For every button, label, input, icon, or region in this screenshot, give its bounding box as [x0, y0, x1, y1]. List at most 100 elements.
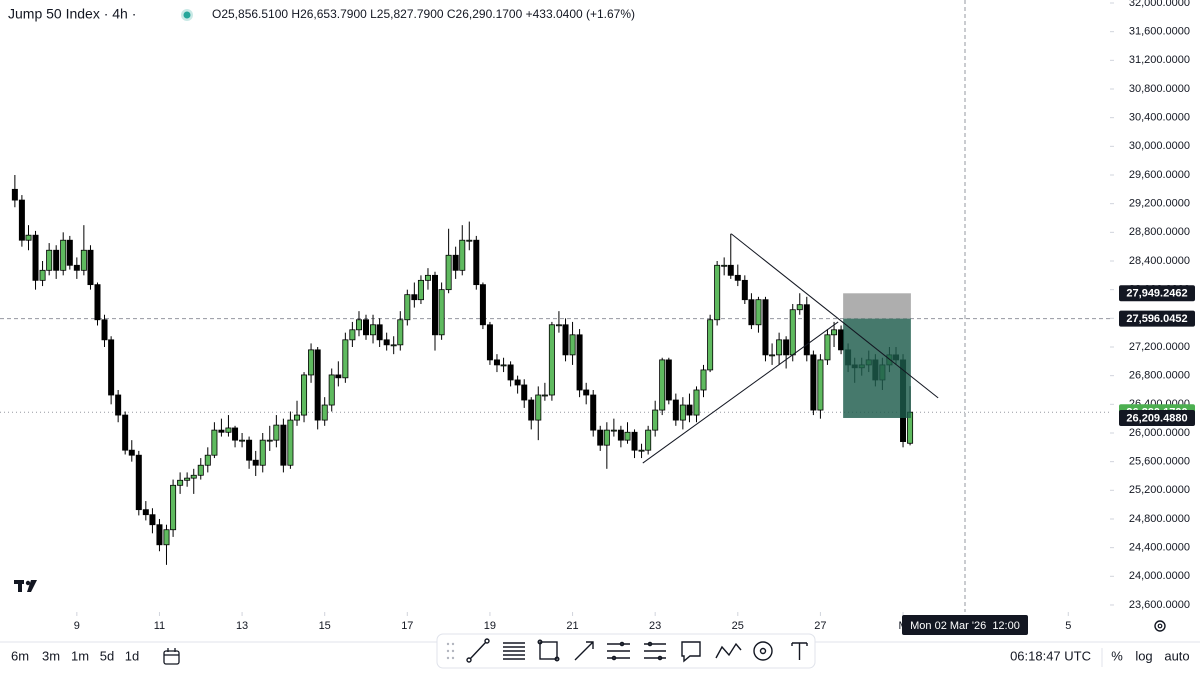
candle-body-down — [493, 359, 500, 366]
candle-body-down — [411, 294, 418, 301]
candle-body-up — [424, 274, 431, 281]
candle-body-down — [115, 394, 122, 416]
trend-line-tool[interactable] — [466, 638, 490, 663]
candle-body-up — [370, 324, 377, 336]
candle-body-down — [672, 399, 679, 421]
y-tick-label: 26,800.0000 — [1129, 370, 1190, 382]
candle-body-down — [246, 439, 253, 461]
x-tick-label: 17 — [401, 620, 413, 632]
settings-icon-core — [1157, 623, 1163, 629]
gann-tool[interactable] — [644, 641, 666, 661]
candle-body-down — [53, 249, 60, 271]
crosshair-label-box — [902, 615, 1029, 635]
scale-option[interactable]: log — [1135, 648, 1152, 663]
candle-body-up — [390, 344, 397, 347]
parallel-lines-tool[interactable] — [503, 642, 525, 660]
candle-body-up — [700, 369, 707, 391]
candle-body-up — [693, 389, 700, 416]
trendline — [730, 233, 939, 399]
scale-option[interactable]: % — [1111, 648, 1123, 663]
y-tick-label: 24,400.0000 — [1129, 542, 1190, 554]
drawing-toolbar — [436, 633, 816, 669]
candle-body-up — [163, 529, 170, 546]
candle-body-down — [521, 384, 528, 401]
candle-body-down — [431, 274, 438, 336]
candle-body-up — [459, 239, 466, 271]
x-tick-label: 15 — [319, 620, 331, 632]
position-stop-zone — [843, 293, 911, 319]
candle-body-up — [39, 269, 46, 281]
candle-body-down — [631, 431, 638, 451]
candle-body-down — [383, 339, 390, 346]
candle-body-down — [748, 299, 755, 326]
candle-body-up — [404, 294, 411, 321]
y-tick-label: 31,600.0000 — [1129, 26, 1190, 38]
candle-body-down — [135, 454, 142, 511]
candle-body-up — [211, 429, 218, 456]
range-button[interactable]: 1m — [71, 648, 89, 663]
candle-body-up — [714, 264, 721, 321]
candle-body-down — [87, 249, 94, 286]
x-tick-label: 9 — [74, 620, 80, 632]
candle-body-up — [25, 234, 32, 241]
range-button[interactable]: 6m — [11, 648, 29, 663]
text-tool[interactable] — [791, 642, 808, 660]
price-label: 27,596.0452 — [1126, 313, 1187, 325]
candle-body-down — [94, 284, 101, 321]
y-tick-label: 28,800.0000 — [1129, 226, 1190, 238]
y-tick-label: 27,200.0000 — [1129, 341, 1190, 353]
range-buttons: 6m 3m 1m 5d 1d — [11, 648, 139, 663]
x-tick-label: 13 — [236, 620, 248, 632]
candle-body-down — [810, 354, 817, 411]
scale-options: % log auto — [1111, 648, 1189, 663]
range-button[interactable]: 5d — [100, 648, 114, 663]
scale-option[interactable]: auto — [1164, 648, 1189, 663]
arrow-tool[interactable] — [574, 641, 594, 661]
range-button[interactable]: 1d — [125, 648, 139, 663]
candle-body-up — [239, 439, 246, 442]
candle-body-down — [452, 254, 459, 271]
candle-body-down — [479, 284, 486, 326]
pattern-tool[interactable] — [715, 642, 742, 659]
candle-body-up — [321, 404, 328, 421]
candle-body-down — [597, 429, 604, 446]
candle-body-up — [266, 439, 273, 442]
x-tick-label: 25 — [732, 620, 744, 632]
candle-body-up — [301, 374, 308, 416]
x-tick-label: 23 — [649, 620, 661, 632]
clock: 06:18:47 UTC — [1010, 648, 1091, 663]
candle-body-down — [142, 509, 149, 516]
candle-body-down — [218, 429, 225, 433]
candle-body-down — [128, 449, 135, 456]
range-button[interactable]: 3m — [42, 648, 60, 663]
candle-body-up — [438, 289, 445, 336]
trendline — [642, 321, 839, 464]
price-label: 26,209.4880 — [1126, 412, 1187, 424]
candle-body-down — [576, 334, 583, 391]
candle-body-down — [741, 279, 748, 301]
tv-logo — [14, 580, 37, 592]
candle-body-down — [528, 399, 535, 421]
measure-tool[interactable] — [753, 641, 773, 661]
y-tick-label: 29,600.0000 — [1129, 169, 1190, 181]
candle-body-down — [66, 239, 73, 266]
candle-body-up — [569, 334, 576, 356]
x-tick-label: 5 — [1065, 620, 1071, 632]
plot-area: 23,600.0000 24,000.0000 24,400.0000 24,800.… — [0, 0, 1195, 635]
x-tick-label: 27 — [814, 620, 826, 632]
candle-body-up — [645, 429, 652, 451]
candle-body-up — [342, 339, 349, 379]
candle-body-up — [445, 254, 452, 291]
x-tick-label: 19 — [484, 620, 496, 632]
callout-tool[interactable] — [681, 641, 701, 663]
calendar-icon[interactable] — [163, 648, 180, 665]
candle-body-down — [473, 239, 480, 286]
drag-handle[interactable] — [446, 642, 455, 660]
settings-icon[interactable] — [1154, 620, 1166, 632]
candle-body-down — [734, 274, 741, 281]
y-tick-label: 32,000.0000 — [1129, 0, 1190, 9]
rectangle-tool[interactable] — [537, 639, 560, 662]
fib-tool[interactable] — [607, 641, 630, 661]
position-target-zone — [843, 318, 911, 418]
